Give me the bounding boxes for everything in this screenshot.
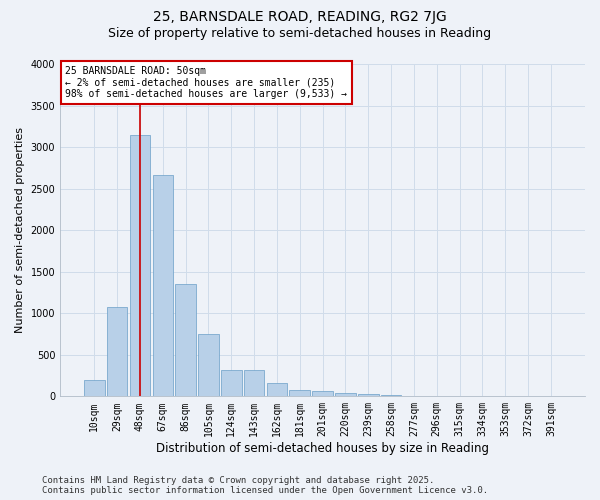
Bar [107,306,127,396]
Text: Contains HM Land Registry data © Crown copyright and database right 2025.
Contai: Contains HM Land Registry data © Crown c… [42,476,488,495]
Bar [289,390,310,396]
Bar [130,134,150,396]
Bar [198,334,219,396]
Bar [313,392,333,396]
Bar [266,382,287,396]
Bar [221,370,242,396]
Bar [175,284,196,397]
Text: 25, BARNSDALE ROAD, READING, RG2 7JG: 25, BARNSDALE ROAD, READING, RG2 7JG [153,10,447,24]
Text: Size of property relative to semi-detached houses in Reading: Size of property relative to semi-detach… [109,28,491,40]
Bar [244,370,265,396]
Bar [152,176,173,396]
Y-axis label: Number of semi-detached properties: Number of semi-detached properties [15,127,25,333]
Bar [381,394,401,396]
X-axis label: Distribution of semi-detached houses by size in Reading: Distribution of semi-detached houses by … [156,442,489,455]
Bar [358,394,379,396]
Text: 25 BARNSDALE ROAD: 50sqm
← 2% of semi-detached houses are smaller (235)
98% of s: 25 BARNSDALE ROAD: 50sqm ← 2% of semi-de… [65,66,347,99]
Bar [335,393,356,396]
Bar [84,380,104,396]
